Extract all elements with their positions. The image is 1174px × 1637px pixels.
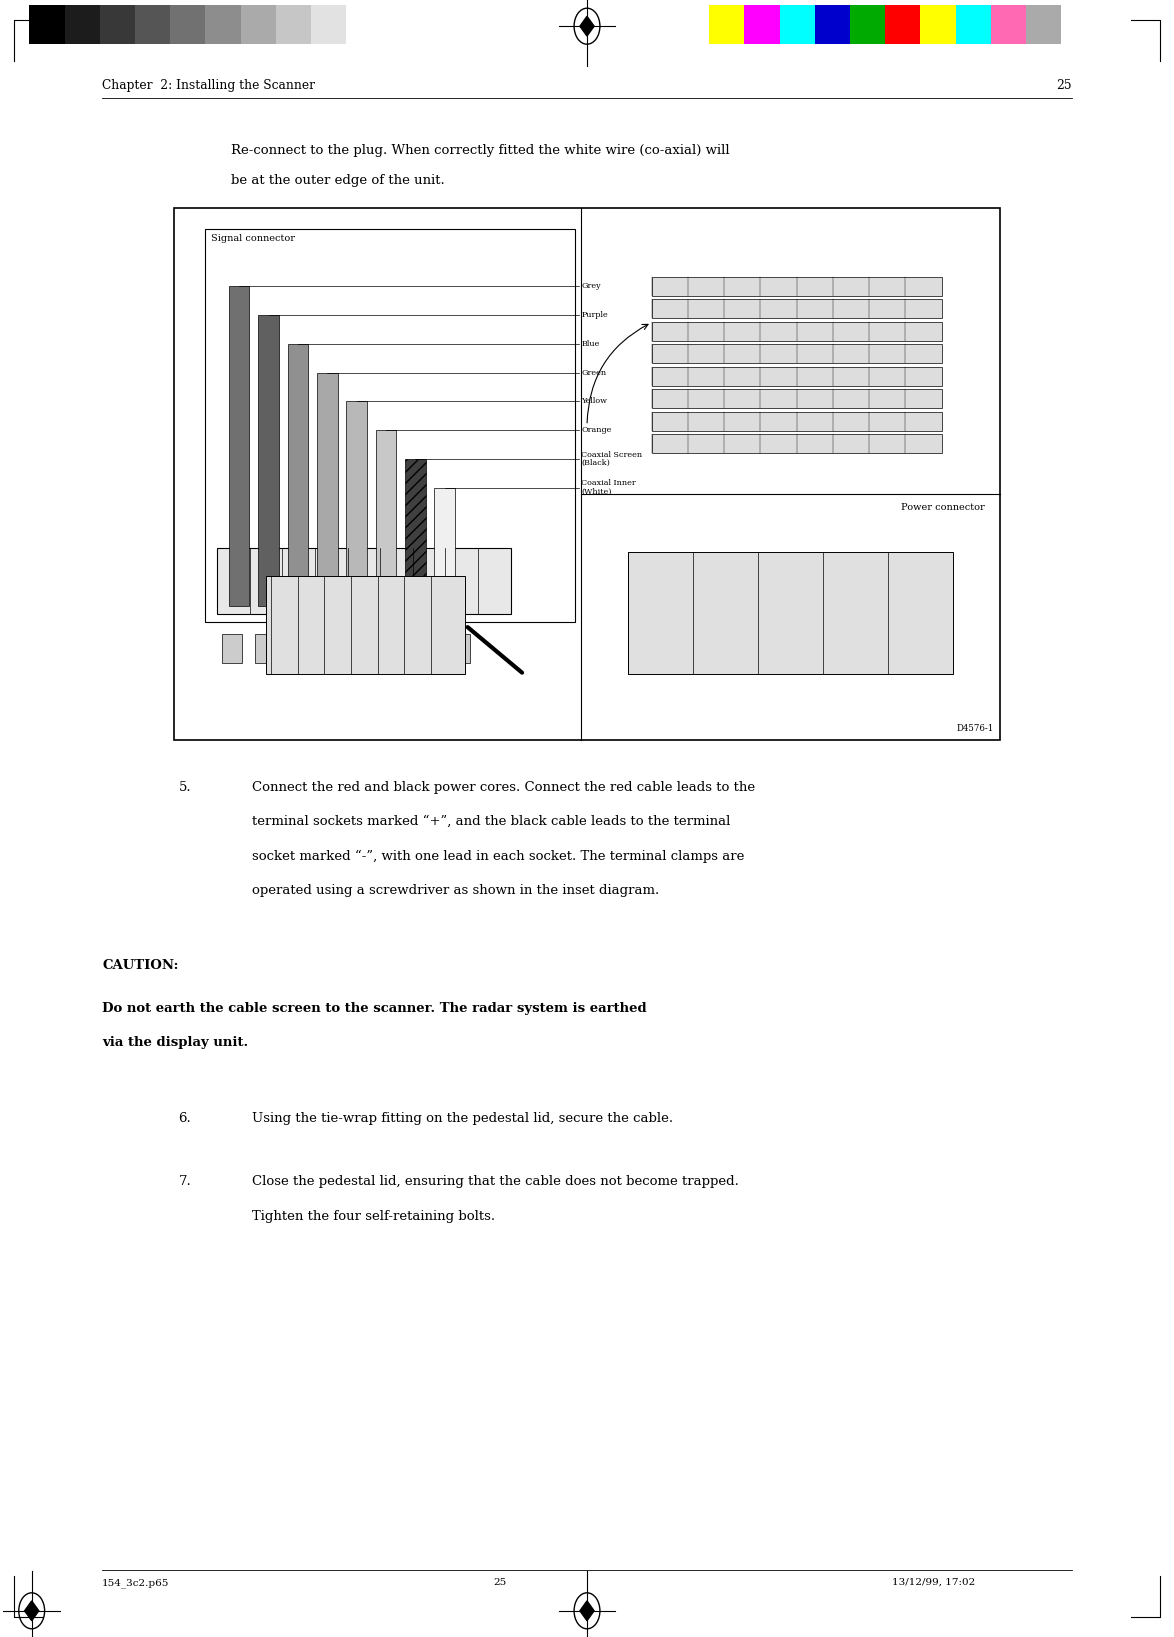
Bar xyxy=(265,576,465,674)
Text: Chapter  2: Installing the Scanner: Chapter 2: Installing the Scanner xyxy=(102,79,315,92)
Bar xyxy=(319,634,339,663)
Bar xyxy=(1026,5,1061,44)
Bar xyxy=(405,458,425,606)
Bar xyxy=(241,5,276,44)
Bar xyxy=(376,431,396,606)
Bar xyxy=(652,300,942,318)
Text: 7.: 7. xyxy=(178,1175,191,1188)
Bar xyxy=(652,434,942,453)
Text: be at the outer edge of the unit.: be at the outer edge of the unit. xyxy=(231,174,445,187)
Bar xyxy=(652,413,942,431)
Bar xyxy=(744,5,780,44)
Bar xyxy=(652,367,942,386)
Bar xyxy=(780,5,815,44)
Bar xyxy=(229,286,249,606)
Text: Close the pedestal lid, ensuring that the cable does not become trapped.: Close the pedestal lid, ensuring that th… xyxy=(252,1175,740,1188)
Polygon shape xyxy=(580,16,594,36)
Bar xyxy=(174,208,1000,740)
Text: 13/12/99, 17:02: 13/12/99, 17:02 xyxy=(892,1578,976,1586)
Bar xyxy=(65,5,100,44)
Bar xyxy=(29,5,65,44)
Bar xyxy=(652,344,942,363)
Text: Coaxial Screen
(Black): Coaxial Screen (Black) xyxy=(581,450,642,467)
Bar xyxy=(652,277,942,296)
Bar xyxy=(205,229,575,622)
Bar xyxy=(135,5,170,44)
Text: socket marked “-”, with one lead in each socket. The terminal clamps are: socket marked “-”, with one lead in each… xyxy=(252,850,744,863)
Text: CAUTION:: CAUTION: xyxy=(102,959,178,972)
Text: D4576-1: D4576-1 xyxy=(957,725,994,733)
Bar xyxy=(288,344,308,606)
Bar xyxy=(434,488,456,606)
Bar xyxy=(385,634,405,663)
Text: Green: Green xyxy=(581,368,606,377)
Text: operated using a screwdriver as shown in the inset diagram.: operated using a screwdriver as shown in… xyxy=(252,884,660,897)
Text: Re-connect to the plug. When correctly fitted the white wire (co-axial) will: Re-connect to the plug. When correctly f… xyxy=(231,144,730,157)
Bar xyxy=(815,5,850,44)
Bar xyxy=(920,5,956,44)
Bar xyxy=(628,552,953,674)
Text: Orange: Orange xyxy=(581,426,612,434)
Text: 25: 25 xyxy=(493,1578,506,1586)
Text: Signal connector: Signal connector xyxy=(211,234,296,242)
Bar xyxy=(170,5,205,44)
Bar xyxy=(311,5,346,44)
Text: 154_3c2.p65: 154_3c2.p65 xyxy=(102,1578,169,1588)
Text: 25: 25 xyxy=(1057,79,1072,92)
Bar xyxy=(709,5,744,44)
Text: Power connector: Power connector xyxy=(902,503,985,511)
Text: Coaxial Inner
(White): Coaxial Inner (White) xyxy=(581,480,636,496)
Bar xyxy=(222,634,242,663)
Bar xyxy=(276,5,311,44)
Bar xyxy=(451,634,470,663)
Bar xyxy=(317,373,338,606)
Text: Grey: Grey xyxy=(581,283,601,290)
Bar xyxy=(288,634,306,663)
Text: Purple: Purple xyxy=(581,311,608,319)
Bar xyxy=(956,5,991,44)
Text: via the display unit.: via the display unit. xyxy=(102,1036,249,1049)
Bar xyxy=(346,401,366,606)
Text: Blue: Blue xyxy=(581,340,600,349)
Bar xyxy=(217,548,511,614)
Text: Tighten the four self-retaining bolts.: Tighten the four self-retaining bolts. xyxy=(252,1210,495,1223)
Text: 5.: 5. xyxy=(178,781,191,794)
Bar xyxy=(258,316,278,606)
Bar xyxy=(885,5,920,44)
Text: terminal sockets marked “+”, and the black cable leads to the terminal: terminal sockets marked “+”, and the bla… xyxy=(252,815,730,828)
Bar xyxy=(418,634,437,663)
Text: Connect the red and black power cores. Connect the red cable leads to the: Connect the red and black power cores. C… xyxy=(252,781,756,794)
Polygon shape xyxy=(580,1601,594,1621)
Bar xyxy=(205,5,241,44)
Bar xyxy=(100,5,135,44)
Bar xyxy=(991,5,1026,44)
Bar xyxy=(346,5,382,44)
Bar xyxy=(652,390,942,409)
Bar xyxy=(850,5,885,44)
Text: 6.: 6. xyxy=(178,1112,191,1125)
Text: Using the tie-wrap fitting on the pedestal lid, secure the cable.: Using the tie-wrap fitting on the pedest… xyxy=(252,1112,674,1125)
Bar xyxy=(352,634,372,663)
Bar xyxy=(255,634,275,663)
Text: Yellow: Yellow xyxy=(581,398,607,406)
Text: Do not earth the cable screen to the scanner. The radar system is earthed: Do not earth the cable screen to the sca… xyxy=(102,1002,647,1015)
Polygon shape xyxy=(25,1601,39,1621)
Bar xyxy=(652,322,942,340)
